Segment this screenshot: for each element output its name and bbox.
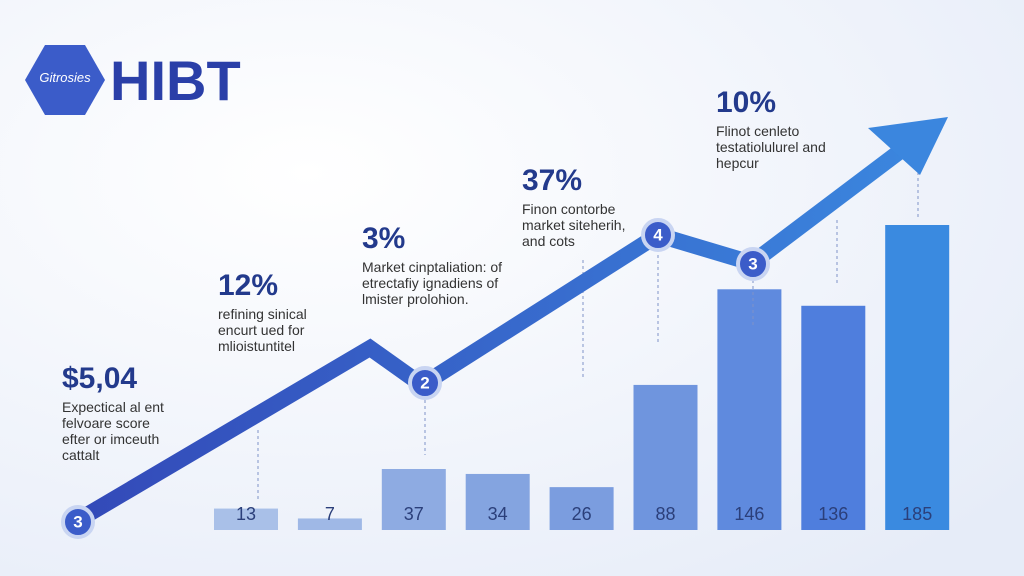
- marker-circle: [61, 505, 95, 539]
- marker-circle: [408, 366, 442, 400]
- annotation-text: Expectical al ent: [62, 399, 164, 415]
- logo-badge: [25, 45, 105, 115]
- marker-label: 3: [73, 512, 82, 531]
- annotation-text: testatiolulurel and: [716, 139, 826, 155]
- bar-value-label: 146: [734, 504, 764, 524]
- bar: [801, 305, 866, 530]
- bar-value-label: 185: [902, 504, 932, 524]
- bar-value-label: 26: [572, 504, 592, 524]
- annotation-text: cattalt: [62, 447, 99, 463]
- annotation-text: efter or imceuth: [62, 431, 159, 447]
- bar-value-label: 13: [236, 504, 256, 524]
- bar-value-label: 37: [404, 504, 424, 524]
- bar: [465, 473, 530, 530]
- bar-value-label: 136: [818, 504, 848, 524]
- bar-value-label: 7: [325, 504, 335, 524]
- annotation-text: Flinot cenleto: [716, 123, 799, 139]
- bar: [633, 384, 698, 530]
- marker-label: 2: [420, 373, 429, 392]
- annotation-text: hepcur: [716, 155, 759, 171]
- marker-circle: [736, 247, 770, 281]
- annotation-text: Market cinptaliation: of: [362, 259, 502, 275]
- annotation-text: lmister prolohion.: [362, 291, 469, 307]
- annotation-text: refining sinical: [218, 306, 307, 322]
- logo-name: HIBT: [110, 49, 241, 112]
- trend-line: [70, 133, 920, 529]
- annotation-title: 10%: [716, 86, 776, 119]
- annotation-title: 37%: [522, 164, 582, 197]
- bar: [214, 508, 278, 530]
- bar: [885, 225, 950, 530]
- marker-label: 4: [653, 225, 663, 244]
- bar-value-label: 34: [488, 504, 508, 524]
- annotation-title: 3%: [362, 222, 405, 255]
- annotation-text: Finon contorbe: [522, 201, 616, 217]
- annotation-text: and cots: [522, 233, 575, 249]
- annotation-title: 12%: [218, 269, 278, 302]
- bar: [297, 518, 362, 530]
- annotation-text: mlioistuntitel: [218, 338, 295, 354]
- annotation-title: $5,04: [62, 362, 137, 395]
- bar-value-label: 88: [655, 504, 675, 524]
- trend-arrowhead: [868, 117, 948, 175]
- annotation-text: market siteherih,: [522, 217, 625, 233]
- bar: [381, 469, 446, 530]
- bar: [549, 487, 614, 530]
- annotation-text: encurt ued for: [218, 322, 305, 338]
- bar: [717, 289, 782, 530]
- marker-circle: [641, 218, 675, 252]
- logo-badge-text: Gitrosies: [39, 70, 91, 85]
- marker-label: 3: [748, 254, 757, 273]
- annotation-text: etrectafiy ignadiens of: [362, 275, 498, 291]
- annotation-text: felvoare score: [62, 415, 150, 431]
